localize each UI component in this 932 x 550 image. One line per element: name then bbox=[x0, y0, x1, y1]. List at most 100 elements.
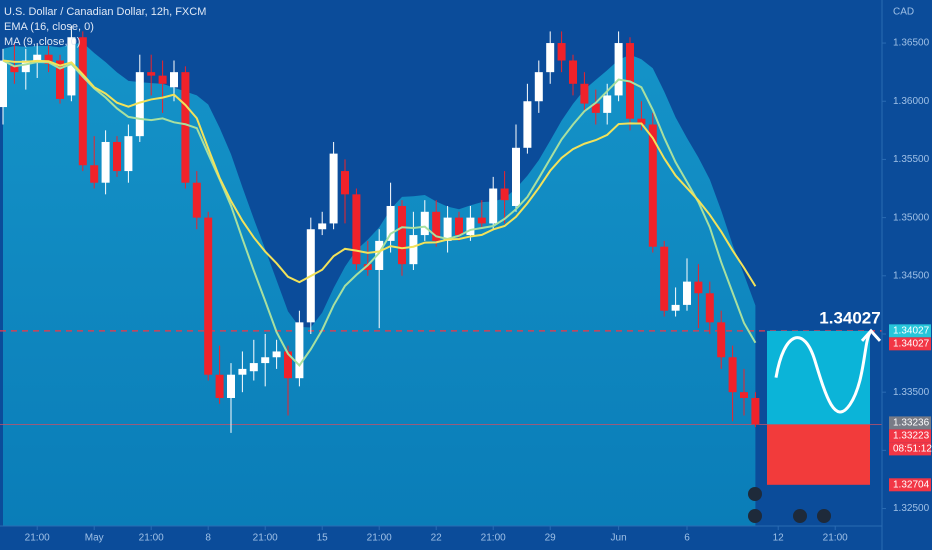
chart-title: U.S. Dollar / Canadian Dollar, 12h, FXCM bbox=[4, 6, 206, 18]
candle-body bbox=[455, 217, 463, 236]
candle-body bbox=[614, 43, 623, 96]
candle-body bbox=[420, 211, 429, 236]
candle-body bbox=[375, 240, 384, 270]
candle-body bbox=[717, 322, 726, 358]
candle-body bbox=[249, 363, 258, 372]
candle-body bbox=[671, 304, 680, 311]
candle-body bbox=[181, 72, 190, 183]
candle-body bbox=[170, 72, 178, 88]
candle-body bbox=[147, 72, 156, 76]
price-label: 1.33223 bbox=[893, 431, 930, 442]
candle-body bbox=[603, 95, 612, 113]
candle-body bbox=[261, 357, 270, 364]
candle-body bbox=[569, 60, 577, 84]
forecast-arrow bbox=[860, 328, 882, 342]
indicator-label: EMA (16, close, 0) bbox=[4, 21, 94, 33]
candle-body bbox=[192, 182, 201, 218]
indicator-label: MA (9, close, 0) bbox=[4, 36, 80, 48]
x-tick-label: 21:00 bbox=[481, 533, 506, 544]
price-label: 1.32704 bbox=[893, 479, 930, 490]
candle-body bbox=[90, 165, 99, 183]
x-tick-label: Jun bbox=[611, 533, 627, 544]
x-tick-label: 21:00 bbox=[367, 533, 392, 544]
countdown-box bbox=[889, 442, 931, 456]
candle-body bbox=[363, 264, 372, 270]
x-tick-label: 21:00 bbox=[139, 533, 164, 544]
candle-body bbox=[500, 188, 509, 201]
candle-body bbox=[272, 351, 281, 358]
candle-body bbox=[534, 72, 543, 102]
ma-line bbox=[2, 59, 757, 367]
candle-body bbox=[683, 281, 691, 305]
event-icon[interactable] bbox=[817, 509, 831, 523]
y-tick-label: 1.35000 bbox=[893, 212, 930, 223]
x-tick-label: 12 bbox=[773, 533, 785, 544]
candle-body bbox=[648, 124, 657, 247]
forecast-curve bbox=[774, 331, 872, 414]
candle-body bbox=[329, 153, 338, 224]
candle-body bbox=[101, 141, 110, 183]
price-label-box bbox=[889, 478, 931, 492]
candle-body bbox=[215, 374, 224, 398]
candle-body bbox=[44, 54, 53, 65]
candle-body bbox=[78, 37, 87, 166]
countdown: 08:51:12 bbox=[893, 444, 932, 455]
candle-body bbox=[740, 392, 748, 398]
x-tick-label: 6 bbox=[684, 533, 690, 544]
candle-body bbox=[295, 322, 304, 379]
candle-body bbox=[546, 43, 555, 73]
candle-body bbox=[591, 103, 600, 113]
candle-body bbox=[21, 60, 30, 73]
candle-body bbox=[398, 205, 406, 265]
x-tick-label: 21:00 bbox=[25, 533, 50, 544]
target-text: 1.34027 bbox=[819, 308, 880, 327]
x-tick-label: 21:00 bbox=[823, 533, 848, 544]
candle-body bbox=[523, 101, 532, 148]
currency: CAD bbox=[893, 7, 914, 18]
event-icon[interactable] bbox=[793, 509, 807, 523]
candle-body bbox=[10, 66, 19, 73]
event-icon[interactable] bbox=[748, 509, 762, 523]
y-tick-label: 1.34500 bbox=[893, 270, 930, 281]
candle-body bbox=[124, 136, 133, 172]
x-tick-label: 22 bbox=[431, 533, 443, 544]
y-tick-label: 1.36000 bbox=[893, 96, 930, 107]
candle-body bbox=[56, 60, 64, 99]
candle-body bbox=[694, 281, 703, 294]
candle-body bbox=[386, 205, 395, 241]
candle-body bbox=[135, 72, 144, 137]
candle-body bbox=[580, 83, 589, 104]
price-label: 1.34027 bbox=[893, 338, 930, 349]
candle-body bbox=[318, 223, 327, 230]
candle-body bbox=[0, 60, 7, 108]
candle-body bbox=[284, 351, 292, 379]
alert-icon[interactable] bbox=[748, 487, 762, 501]
candle-body bbox=[341, 171, 349, 195]
candle-body bbox=[204, 217, 213, 375]
price-label-box bbox=[889, 324, 931, 338]
candle-body bbox=[33, 54, 42, 63]
candle-body bbox=[443, 217, 452, 241]
price-label-box bbox=[889, 429, 931, 443]
candle-body bbox=[466, 217, 475, 236]
x-tick-label: 8 bbox=[205, 533, 211, 544]
candle-body bbox=[409, 235, 418, 265]
y-tick-label: 1.36500 bbox=[893, 38, 930, 49]
candle-body bbox=[728, 357, 737, 393]
candle-body bbox=[512, 147, 520, 206]
y-tick-label: 1.33500 bbox=[893, 387, 930, 398]
x-tick-label: 21:00 bbox=[253, 533, 278, 544]
target-zone bbox=[767, 330, 870, 425]
x-tick-label: 15 bbox=[317, 533, 329, 544]
stop-zone bbox=[767, 424, 870, 485]
candle-body bbox=[432, 211, 441, 241]
y-tick-label: 1.32500 bbox=[893, 503, 930, 514]
candle-body bbox=[238, 368, 247, 375]
price-label: 1.33236 bbox=[893, 418, 930, 429]
candle-body bbox=[751, 397, 760, 425]
candle-body bbox=[113, 141, 121, 172]
candle-body bbox=[158, 75, 167, 84]
candle-body bbox=[557, 43, 566, 61]
ema-line bbox=[2, 59, 757, 287]
